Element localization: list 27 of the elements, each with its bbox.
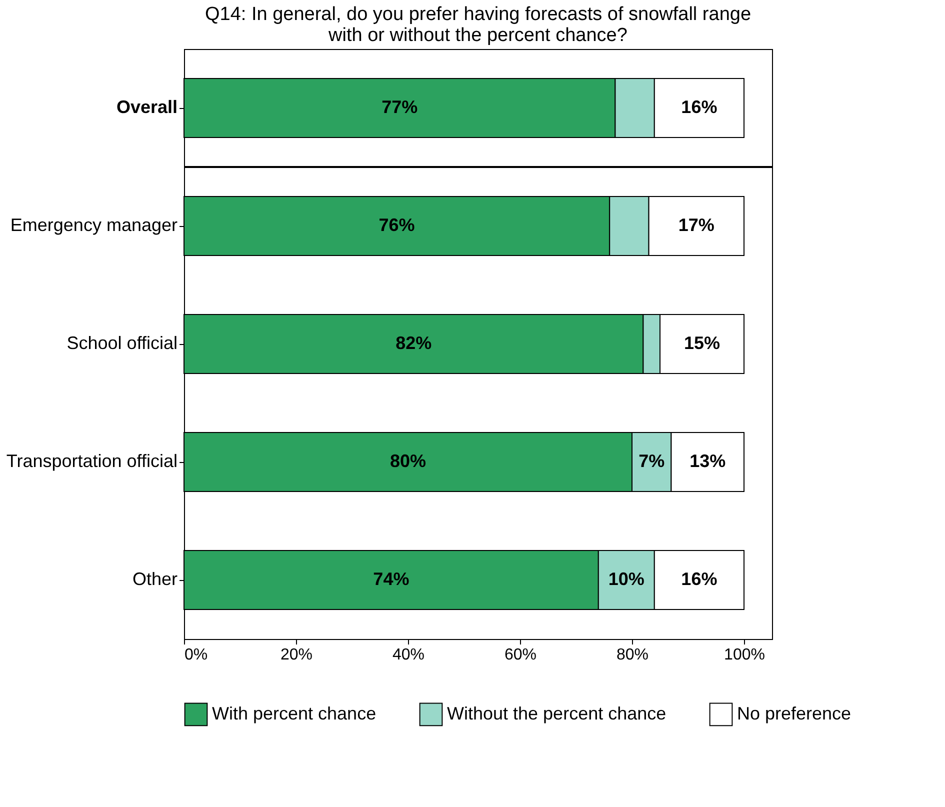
legend-label: No preference xyxy=(737,703,852,724)
y-tick-label: Transportation official xyxy=(6,451,178,471)
chart-title: Q14: In general, do you prefer having forecasts of snowfall range with or without the percent chance? xyxy=(204,4,752,46)
x-tick-label: 100% xyxy=(724,646,765,664)
y-tick-label: Overall xyxy=(116,97,178,117)
data-label: 7% xyxy=(638,451,665,471)
x-tick-label: 20% xyxy=(280,646,313,664)
data-label: 76% xyxy=(378,215,415,235)
x-tick-label: 60% xyxy=(504,646,537,664)
legend-label: With percent chance xyxy=(212,703,376,724)
data-label: 16% xyxy=(681,97,718,117)
x-tick-label: 80% xyxy=(616,646,649,664)
y-tick-label: Emergency manager xyxy=(10,215,178,235)
data-label: 10% xyxy=(608,569,644,589)
x-tick-label: 40% xyxy=(392,646,425,664)
x-tick-label: 0% xyxy=(184,646,208,664)
y-tick-label: Other xyxy=(132,569,178,589)
data-label: 82% xyxy=(396,333,432,353)
data-label: 80% xyxy=(390,451,426,471)
data-label: 77% xyxy=(382,97,418,117)
data-label: 17% xyxy=(678,215,714,235)
legend-label: Without the percent chance xyxy=(447,703,666,724)
data-label: 74% xyxy=(373,569,410,589)
data-label: 16% xyxy=(681,569,718,589)
y-tick-label: School official xyxy=(66,333,178,353)
data-label: 15% xyxy=(684,333,720,353)
data-label: 13% xyxy=(690,451,726,471)
